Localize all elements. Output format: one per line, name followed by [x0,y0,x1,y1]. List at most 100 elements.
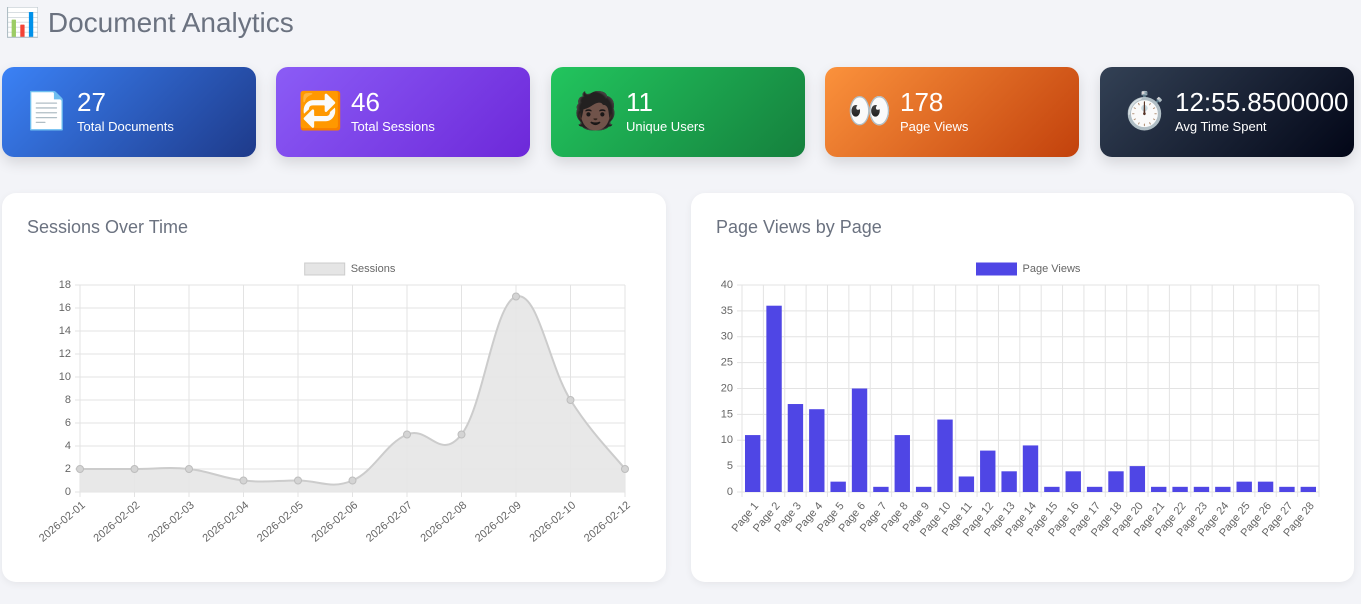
point [457,430,466,439]
point [348,476,357,485]
y-tick-label: 20 [721,382,733,394]
x-tick-label: 2026-02-12 [582,499,633,544]
bar [1236,481,1252,492]
bar [766,305,782,492]
card-value: 178 [900,87,944,117]
bar [894,435,910,492]
y-tick-label: 14 [59,325,71,337]
x-tick-label: 2026-02-03 [146,499,197,544]
bar [1215,486,1231,492]
header-title: Document Analytics [47,7,294,38]
card-icon: 👀 [847,90,892,131]
chart-title: Page Views by Page [716,217,882,237]
card-label: Total Sessions [351,119,435,134]
x-tick-label: 2026-02-09 [473,499,524,544]
x-tick-label: 2026-02-10 [527,499,578,544]
card-icon: 📄 [24,90,69,131]
bar [873,486,889,492]
x-tick-label: 2026-02-08 [418,499,469,544]
y-tick-label: 6 [65,417,71,429]
stat-card: ⏱️ 12:55.8500000 Avg Time Spent [1100,67,1354,157]
header-icon: 📊 [5,7,40,38]
bar [1172,486,1188,492]
point [566,396,575,404]
legend-label: Sessions [351,263,396,275]
point [294,476,302,485]
card-icon: ⏱️ [1122,90,1167,131]
bar [915,486,932,492]
y-tick-label: 25 [721,357,733,369]
chart: Sessions Over Time Sessions 0 2 4 6 8 10 12 14 16 1… [27,217,633,545]
card-label: Page Views [900,119,969,134]
stat-card: 📄 27 Total Documents [2,67,256,157]
stat-card: 🔁 46 Total Sessions [276,67,530,157]
bar [1044,486,1060,492]
bar [1300,486,1317,492]
card-icon: 🧑🏿 [573,90,618,131]
bar [1129,466,1146,492]
card-label: Avg Time Spent [1175,119,1267,134]
y-tick-label: 10 [59,371,71,383]
card-icon: 🔁 [298,90,343,131]
bar [830,481,846,492]
x-tick-label: 2026-02-06 [309,499,360,544]
y-tick-label: 5 [727,460,733,472]
legend-swatch [304,262,346,276]
y-tick-label: 15 [721,408,733,420]
point [403,430,411,439]
card-value: 12:55.8500000 [1175,87,1349,117]
x-tick-label: 2026-02-04 [200,499,251,544]
bar [1151,486,1167,492]
bar [787,404,804,492]
chart-title: Sessions Over Time [27,217,188,237]
bar [1086,486,1103,492]
bar [980,450,996,492]
bar [958,476,975,492]
bar [1022,445,1039,492]
bar [744,435,761,492]
card-value: 46 [351,87,380,117]
area [80,296,625,492]
card-value: 27 [77,87,106,117]
x-tick-label: 2026-02-01 [37,499,88,544]
y-tick-label: 10 [721,434,733,446]
card-value: 11 [626,87,653,117]
point [621,465,629,473]
y-tick-label: 0 [65,486,71,498]
y-tick-label: 4 [65,440,71,452]
legend-label: Page Views [1023,263,1081,275]
bar [1065,471,1081,492]
x-tick-label: 2026-02-05 [255,499,306,544]
legend-swatch [976,262,1017,276]
bar [1108,471,1124,492]
bar [1001,471,1017,492]
bar [1257,481,1274,492]
card-label: Total Documents [77,119,174,134]
bar [937,419,953,492]
chart-panel: Page Views by Page Page Views 0 5 10 15 20 25 30… [691,193,1354,582]
point [239,476,248,485]
point [512,292,520,301]
point [130,465,139,473]
header: 📊 Document Analytics [5,6,302,39]
y-tick-label: 35 [721,305,733,317]
y-tick-label: 2 [65,463,71,475]
stat-card: 👀 178 Page Views [825,67,1079,157]
bar [1193,486,1210,492]
chart-panel: Sessions Over Time Sessions 0 2 4 6 8 10 12 14 16 1… [2,193,666,582]
stat-card: 🧑🏿 11 Unique Users [551,67,805,157]
y-tick-label: 40 [721,279,733,291]
y-tick-label: 8 [65,394,71,406]
bar [1279,486,1295,492]
bar [851,388,868,492]
point [76,465,84,473]
y-tick-label: 30 [721,331,733,343]
y-tick-label: 18 [59,279,71,291]
chart: Page Views by Page Page Views 0 5 10 15 20 25 30… [716,217,1320,539]
y-tick-label: 16 [59,302,71,314]
bar [809,409,825,492]
x-tick-label: 2026-02-07 [364,499,415,544]
card-label: Unique Users [626,119,705,134]
point [185,465,193,473]
